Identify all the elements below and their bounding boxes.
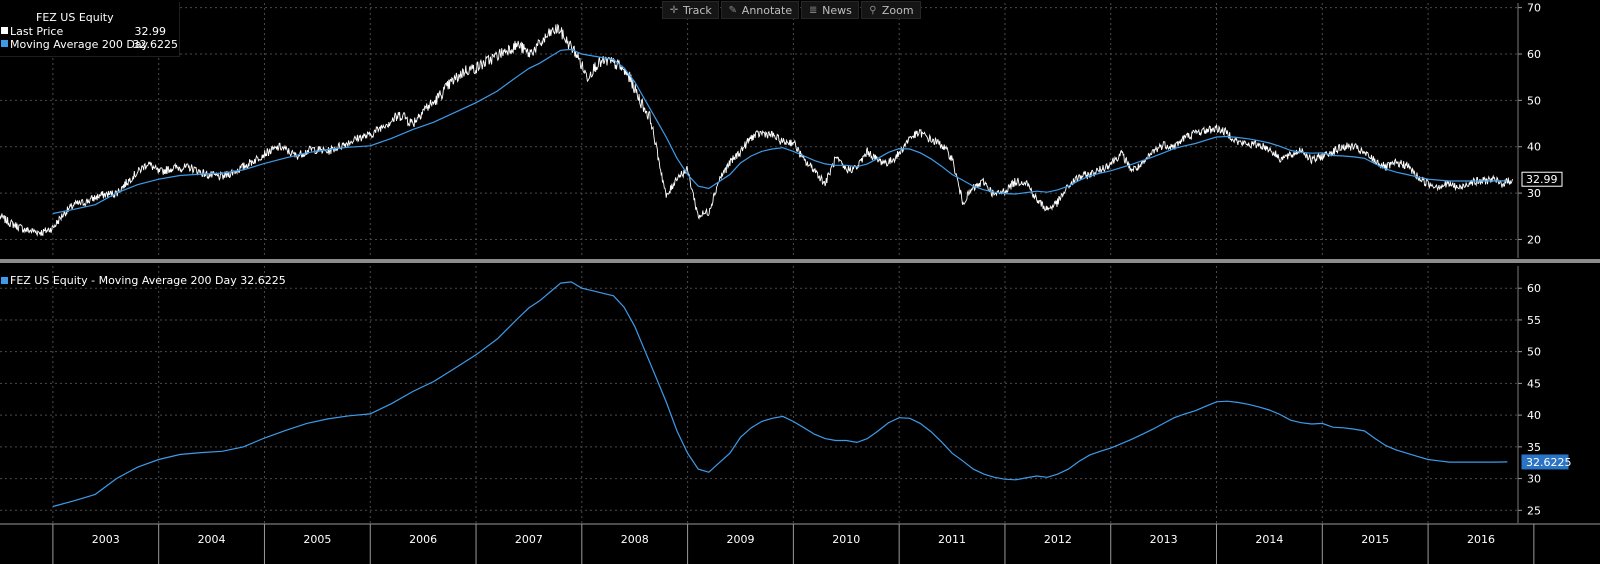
x-tick-label: 2005 bbox=[303, 533, 331, 546]
legend-name-last-price: Last Price bbox=[10, 25, 64, 38]
y-tick-label: 60 bbox=[1527, 48, 1541, 61]
x-tick-label: 2007 bbox=[515, 533, 543, 546]
annotate-label: Annotate bbox=[741, 3, 793, 17]
y-tick-label: 30 bbox=[1527, 187, 1541, 200]
x-tick-label: 2012 bbox=[1044, 533, 1072, 546]
series-line-last-price bbox=[0, 23, 1514, 237]
x-tick-label: 2015 bbox=[1361, 533, 1389, 546]
legend-swatch-moving-average bbox=[1, 40, 8, 47]
last-value-label: 32.99 bbox=[1526, 173, 1558, 186]
y-tick-label: 50 bbox=[1527, 346, 1541, 359]
x-tick-label: 2010 bbox=[832, 533, 860, 546]
chart-panel-price: 20 30 40 50 60 70 32.99 bbox=[0, 2, 1563, 258]
chart-panel-moving_average: 25 30 35 40 45 50 55 60 32.6225 bbox=[0, 266, 1572, 523]
y-tick-label: 40 bbox=[1527, 141, 1541, 154]
y-tick-label: 70 bbox=[1527, 2, 1541, 15]
y-tick-label: 45 bbox=[1527, 377, 1541, 390]
zoom-label: Zoom bbox=[881, 3, 914, 17]
legend-value-last-price: 32.99 bbox=[134, 25, 167, 38]
legend-name-ma-panel: FEZ US Equity - Moving Average 200 Day 3… bbox=[10, 274, 286, 287]
legend-name-moving-average: Moving Average 200 Day bbox=[10, 38, 149, 51]
legend-swatch-ma-panel bbox=[1, 277, 8, 284]
x-tick-label: 2014 bbox=[1255, 533, 1283, 546]
news-icon: ≣ bbox=[808, 4, 818, 16]
track-button[interactable]: ✛ Track bbox=[662, 1, 719, 19]
x-tick-label: 2009 bbox=[726, 533, 754, 546]
legend-value-moving-average: 32.6225 bbox=[132, 38, 179, 51]
x-tick-label: 2016 bbox=[1467, 533, 1495, 546]
price-legend[interactable]: FEZ US Equity Last Price 32.99 Moving Av… bbox=[0, 2, 180, 57]
y-tick-label: 20 bbox=[1527, 233, 1541, 246]
magnifier-icon: ⚲ bbox=[869, 4, 877, 16]
x-tick-label: 2008 bbox=[621, 533, 649, 546]
pencil-icon: ✎ bbox=[728, 4, 737, 16]
zoom-button[interactable]: ⚲ Zoom bbox=[860, 1, 921, 19]
annotate-button[interactable]: ✎ Annotate bbox=[720, 1, 800, 19]
legend-row-moving-average[interactable]: Moving Average 200 Day 32.6225 bbox=[0, 38, 178, 51]
last-value-box bbox=[1521, 454, 1569, 470]
x-tick-label: 2003 bbox=[92, 533, 120, 546]
x-tick-label: 2006 bbox=[409, 533, 437, 546]
news-label: News bbox=[822, 3, 852, 17]
y-tick-label: 30 bbox=[1527, 473, 1541, 486]
x-tick-label: 2011 bbox=[938, 533, 966, 546]
series-line-moving-average-200-day bbox=[52, 48, 1508, 215]
legend-swatch-last-price bbox=[1, 27, 8, 34]
track-label: Track bbox=[683, 3, 712, 17]
y-tick-label: 40 bbox=[1527, 409, 1541, 422]
chart-toolbar: ✛ Track ✎ Annotate ≣ News ⚲ Zoom bbox=[662, 1, 921, 19]
series-line-fez-us-equity-moving-average-200-day bbox=[52, 281, 1508, 508]
y-tick-label: 25 bbox=[1527, 504, 1541, 517]
y-tick-label: 50 bbox=[1527, 94, 1541, 107]
last-value-label: 32.6225 bbox=[1526, 456, 1572, 469]
x-tick-label: 2013 bbox=[1150, 533, 1178, 546]
legend-row-last-price[interactable]: Last Price 32.99 bbox=[0, 25, 178, 38]
x-tick-label: 2004 bbox=[198, 533, 226, 546]
crosshair-icon: ✛ bbox=[669, 4, 679, 16]
legend-title: FEZ US Equity bbox=[36, 11, 114, 24]
news-button[interactable]: ≣ News bbox=[801, 1, 859, 19]
y-tick-label: 60 bbox=[1527, 282, 1541, 295]
y-tick-label: 35 bbox=[1527, 441, 1541, 454]
last-value-box bbox=[1521, 171, 1563, 187]
panel-separator bbox=[0, 259, 1600, 263]
y-tick-label: 55 bbox=[1527, 314, 1541, 327]
